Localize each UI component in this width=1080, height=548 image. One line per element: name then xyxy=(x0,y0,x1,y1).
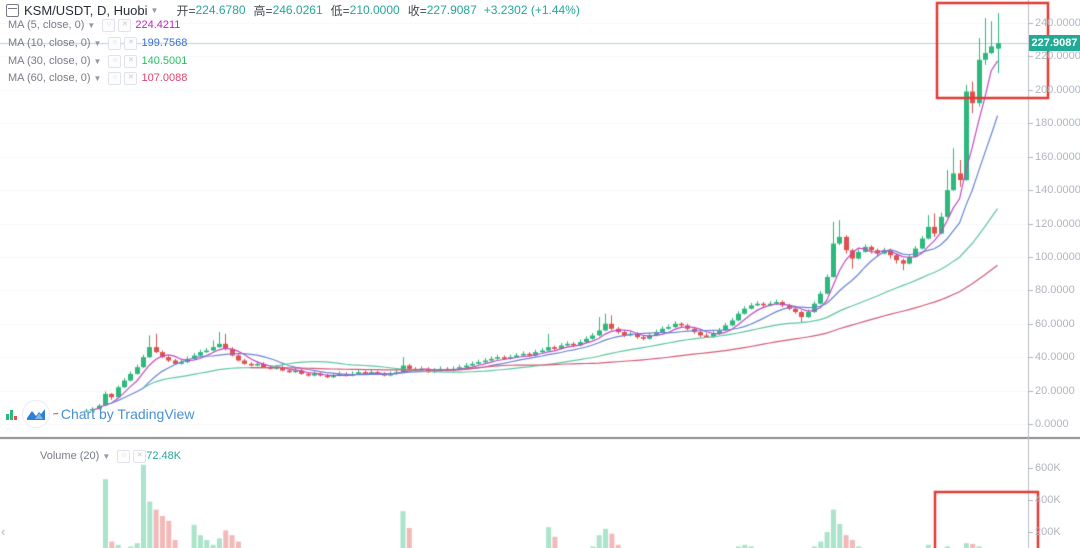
ma30-label[interactable]: MA (30, close, 0) xyxy=(8,55,91,67)
scroll-left-icon[interactable]: ‹ xyxy=(1,524,6,539)
ma5-label[interactable]: MA (5, close, 0) xyxy=(8,19,85,31)
volume-legend-row: Volume (20) ▼ ○ ✕ 72.48K xyxy=(40,449,181,463)
axis-tick-label: 40.0000 xyxy=(1035,351,1075,364)
symbol-menu-icon[interactable] xyxy=(6,3,19,17)
chevron-down-icon[interactable]: ▼ xyxy=(150,5,159,15)
high-label: 高= xyxy=(253,3,273,18)
change-value: +3.2302 (+1.44%) xyxy=(483,3,580,17)
ma60-legend-row: MA (60, close, 0) ▼ ○ ✕ 107.0088 xyxy=(8,71,187,85)
chevron-down-icon[interactable]: ▼ xyxy=(87,20,96,30)
high-value: 246.0261 xyxy=(272,3,323,17)
ma5-value: 224.4211 xyxy=(135,19,181,31)
ma-toggle-icon[interactable]: ○ xyxy=(102,18,116,32)
ma-remove-icon[interactable]: ✕ xyxy=(118,18,132,32)
ma5-legend-row: MA (5, close, 0) ▼ ○ ✕ 224.4211 xyxy=(8,18,180,32)
ma10-value: 199.7568 xyxy=(141,37,188,49)
ma10-legend-row: MA (10, close, 0) ▼ ○ ✕ 199.7568 xyxy=(8,36,187,50)
axis-tick-label: 200.0000 xyxy=(1035,83,1080,96)
cursor-flag-icon: ~ xyxy=(51,408,60,420)
axis-tick-label: 240.0000 xyxy=(1035,17,1080,29)
ma10-label[interactable]: MA (10, close, 0) xyxy=(8,37,91,49)
ohlc-readout: 开= 224.6780 高= 246.0261 低= 210.0000 收= 227.9… xyxy=(168,2,579,19)
chevron-down-icon[interactable]: ▼ xyxy=(93,56,102,66)
ma-remove-icon[interactable]: ✕ xyxy=(124,71,138,85)
close-value: 227.9087 xyxy=(426,3,477,17)
close-label: 收= xyxy=(407,3,427,18)
volume-value: 72.48K xyxy=(146,450,182,462)
ma60-value: 107.0088 xyxy=(141,72,188,84)
chevron-down-icon[interactable]: ▼ xyxy=(93,38,102,48)
axis-tick-label: 400K xyxy=(1035,494,1061,506)
axis-tick-label: 120.0000 xyxy=(1035,217,1080,230)
ma30-legend-row: MA (30, close, 0) ▼ ○ ✕ 140.5001 xyxy=(8,54,187,68)
axis-tick-label: 80.0000 xyxy=(1035,284,1075,297)
axis-tick-label: 220.0000 xyxy=(1035,50,1080,63)
chevron-down-icon[interactable]: ▼ xyxy=(93,73,102,83)
open-label: 开= xyxy=(176,3,196,18)
ma-toggle-icon[interactable]: ○ xyxy=(108,71,122,85)
low-label: 低= xyxy=(330,3,350,18)
axis-tick-label: 20.0000 xyxy=(1035,384,1075,397)
tradingview-logo-icon[interactable] xyxy=(22,400,50,428)
axis-tick-label: 0.0000 xyxy=(1035,418,1069,430)
ma-toggle-icon[interactable]: ○ xyxy=(108,54,122,68)
chevron-down-icon[interactable]: ▼ xyxy=(102,451,111,461)
axis-tick-label: 180.0000 xyxy=(1035,117,1080,130)
axis-tick-label: 200K xyxy=(1035,526,1061,538)
volume-remove-icon[interactable]: ✕ xyxy=(133,449,147,463)
axis-tick-label: 60.0000 xyxy=(1035,317,1075,330)
open-value: 224.6780 xyxy=(195,3,246,17)
mini-bars-icon xyxy=(6,408,18,420)
low-value: 210.0000 xyxy=(349,3,400,17)
axis-tick-label: 140.0000 xyxy=(1035,184,1080,197)
axis-tick-label: 100.0000 xyxy=(1035,250,1080,263)
ma-remove-icon[interactable]: ✕ xyxy=(124,54,138,68)
symbol-title[interactable]: KSM/USDT, D, Huobi xyxy=(24,2,148,18)
axis-tick-label: 160.0000 xyxy=(1035,150,1080,163)
axis-tick-label: 600K xyxy=(1035,462,1061,474)
watermark-text[interactable]: Chart by TradingView xyxy=(60,406,195,422)
current-price-badge: 227.9087 xyxy=(1029,35,1080,51)
chart-header: KSM/USDT, D, Huobi ▼ 开= 224.6780 高= 246.02… xyxy=(6,2,580,18)
ma-toggle-icon[interactable]: ○ xyxy=(108,36,122,50)
ma-remove-icon[interactable]: ✕ xyxy=(124,36,138,50)
ma60-label[interactable]: MA (60, close, 0) xyxy=(8,72,91,84)
volume-toggle-icon[interactable]: ○ xyxy=(117,449,131,463)
ma30-value: 140.5001 xyxy=(141,55,188,67)
volume-label[interactable]: Volume (20) xyxy=(40,450,100,462)
tradingview-watermark: ~ Chart by TradingView xyxy=(6,400,194,428)
